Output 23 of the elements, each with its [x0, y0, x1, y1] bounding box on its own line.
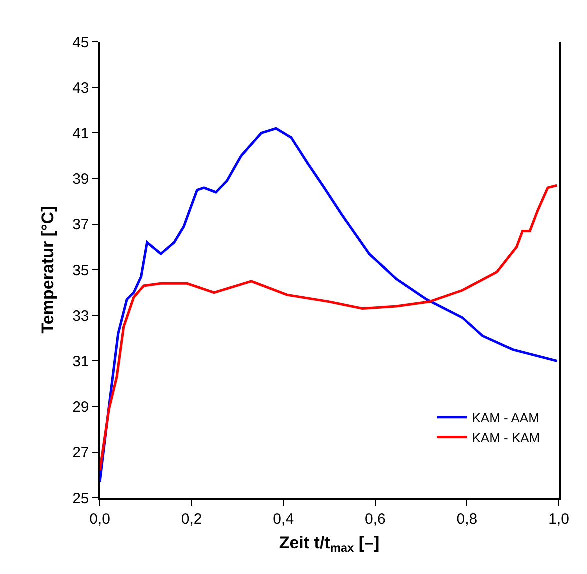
y-tick-label: 27: [72, 444, 90, 462]
y-tick-label: 29: [72, 399, 90, 416]
x-axis-title: Zeit t/t$_{max}$ [–]: [279, 534, 380, 556]
line-series: [100, 184, 558, 472]
x-tick-label: 0,2: [181, 510, 202, 528]
legend-label: KAM - KAM: [472, 430, 540, 446]
x-tick-label: 0,6: [364, 510, 386, 528]
legend-label: KAM - AAM: [472, 410, 540, 426]
y-tick-label: 37: [72, 216, 90, 234]
x-tick-label: 1,0: [548, 510, 570, 528]
line-series: [100, 127, 558, 484]
y-tick-label: 39: [72, 171, 90, 188]
y-axis-title: Temperatur [°C]: [38, 206, 58, 334]
y-tick-label: 33: [72, 308, 90, 325]
y-tick-label: 45: [72, 34, 90, 52]
y-tick-label: 31: [72, 353, 90, 370]
y-tick-label: 43: [72, 80, 90, 97]
x-tick-label: 0,4: [273, 510, 294, 528]
y-tick-label: 25: [72, 490, 90, 508]
y-tick-label: 41: [72, 125, 90, 142]
x-tick-label: 0,0: [90, 510, 110, 528]
x-tick-label: 0,8: [456, 510, 478, 528]
y-tick-label: 35: [72, 262, 90, 280]
